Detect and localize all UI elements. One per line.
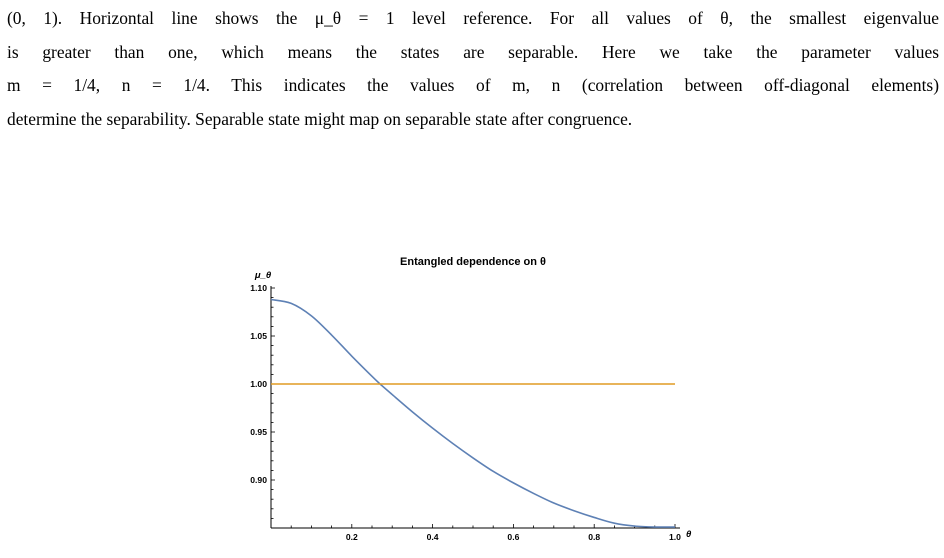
x-tick-label: 1.0	[669, 532, 681, 542]
y-tick-label: 1.05	[250, 331, 267, 341]
chart-title: Entangled dependence on θ	[400, 256, 546, 268]
axis-ticks: 0.90 0.95 1.00 1.05 1.10 0.2 0.4 0.6 0.8 1.0	[250, 283, 681, 542]
paragraph-line: (0, 1). Horizontal line shows the μ_θ = …	[7, 8, 939, 28]
x-axis-label: θ	[686, 529, 692, 540]
eigenvalue-curve	[270, 298, 676, 528]
x-tick-label: 0.8	[588, 532, 600, 542]
paragraph-line: determine the separability. Separable st…	[7, 108, 633, 129]
paragraph-line: is greater than one, which means the sta…	[7, 41, 939, 62]
series-group	[270, 298, 676, 528]
y-tick-label: 0.90	[250, 475, 267, 485]
x-tick-label: 0.4	[427, 532, 439, 542]
y-tick-label: 1.00	[250, 379, 267, 389]
y-axis-label: μ_θ	[254, 270, 272, 281]
body-paragraph: (0, 1). Horizontal line shows the μ_θ = …	[7, 0, 939, 136]
x-tick-label: 0.6	[507, 532, 519, 542]
paragraph-line: m = 1/4, n = 1/4. This indicates the val…	[7, 75, 939, 95]
y-tick-label: 1.10	[250, 283, 267, 293]
x-tick-label: 0.2	[346, 532, 358, 542]
y-tick-label: 0.95	[250, 427, 267, 437]
